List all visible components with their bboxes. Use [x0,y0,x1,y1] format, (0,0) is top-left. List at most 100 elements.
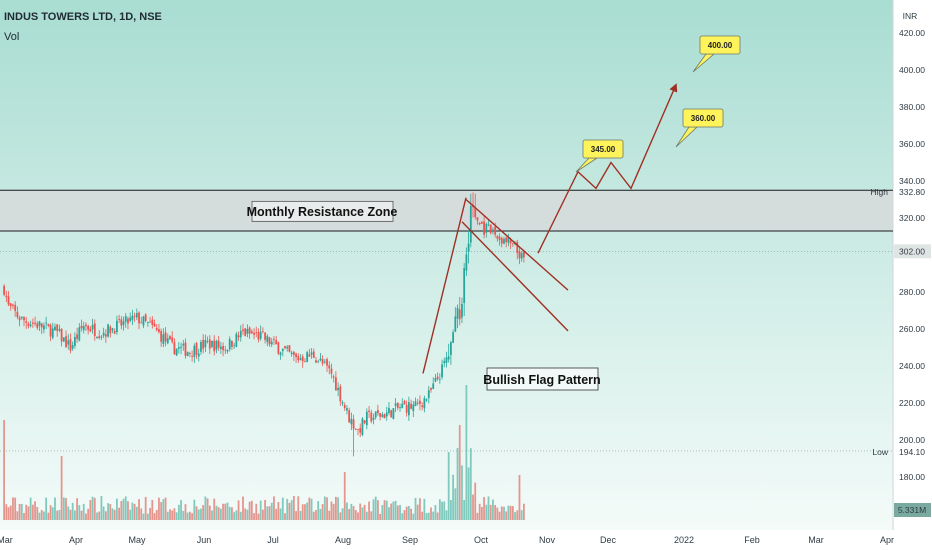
volume-bar [469,448,472,520]
candle-body [200,341,202,352]
volume-bar [288,502,291,520]
candle-body [45,322,48,324]
candle-body [494,227,497,235]
volume-bar [343,472,346,520]
volume-bar [434,504,437,520]
candle-body [319,358,322,361]
candle-body [507,237,510,243]
price-tick: 240.00 [899,361,925,371]
volume-bar [365,511,368,520]
candle-body [419,400,421,405]
volume-bar [131,502,134,520]
volume-bar [228,506,231,520]
candle-body [228,338,231,350]
volume-bar [450,499,452,520]
time-tick: Apr [69,535,83,545]
candle-body [407,402,410,416]
candle-body [175,348,178,356]
time-tick: Sep [402,535,418,545]
candle-body [476,217,479,221]
volume-bar [399,504,401,520]
candle-body [87,325,90,330]
volume-bar [102,506,105,520]
resistance-zone-rect [0,190,893,231]
candle-body [118,319,121,320]
candle-body [213,340,216,352]
resistance-zone-label: Monthly Resistance Zone [247,205,398,219]
candle-body [516,241,519,254]
candle-body [184,342,187,356]
candle-body [208,339,211,349]
candle-body [414,401,417,407]
pattern-label-box [486,367,599,391]
candle-body [461,303,463,318]
candle-body [381,414,384,417]
volume-bar [215,505,218,520]
candle-body [25,321,28,323]
candle-body [427,390,430,399]
candle-body [403,401,406,405]
volume-bar [410,508,412,520]
volume-bar [171,510,174,520]
candle-body [348,410,351,423]
volume-bar [334,496,337,520]
volume-bar [299,510,302,520]
volume-bar [160,502,163,520]
volume-bar [18,503,21,520]
candle-body [374,411,377,418]
volume-bar [514,512,516,520]
candle-body [85,324,87,327]
candle-body [100,336,103,338]
volume-value: 5.331M [898,505,926,515]
volume-bar [458,425,461,520]
volume-bar [337,497,339,520]
volume-bar [354,510,357,520]
volume-bar [496,507,499,520]
candle-body [122,321,125,325]
candle-body [410,403,412,409]
volume-bar [27,506,30,520]
volume-bar [270,502,273,520]
candle-body [65,336,67,348]
candle-body [244,328,247,336]
volume-bar [100,496,103,520]
candle-body [14,304,17,311]
volume-bar [197,509,200,520]
volume-bar [31,504,34,520]
candle-body [430,388,432,390]
price-tick: 260.00 [899,324,925,334]
volume-bar [379,513,382,520]
candle-body [219,346,222,350]
candle-body [292,351,295,355]
time-tick: Apr [880,535,894,545]
volume-bar [204,496,207,520]
callout-value: 345.00 [591,145,616,154]
callout-box [682,108,724,128]
candle-body [301,356,304,362]
volume-bar [78,505,81,520]
candle-body [396,402,399,408]
volume-bar [275,508,278,520]
last-price-value: 302.00 [899,246,925,256]
candle-body [317,361,320,363]
candle-body [12,304,14,306]
volume-bar [416,504,419,520]
candle-body [89,328,92,332]
volume-bar [14,497,17,520]
candle-body [109,326,112,334]
candle-body [124,316,127,322]
candle-body [270,341,273,345]
candle-body [315,360,317,363]
volume-bar [478,503,481,520]
volume-bar [175,512,178,520]
plot-background [0,0,893,530]
candle-body [337,387,339,391]
candle-body [235,333,238,347]
candle-body [483,221,485,235]
volume-bar [82,503,85,520]
candle-body [306,352,309,362]
volume-bar [363,504,366,520]
candle-body [120,319,123,326]
volume-bar [277,502,280,520]
